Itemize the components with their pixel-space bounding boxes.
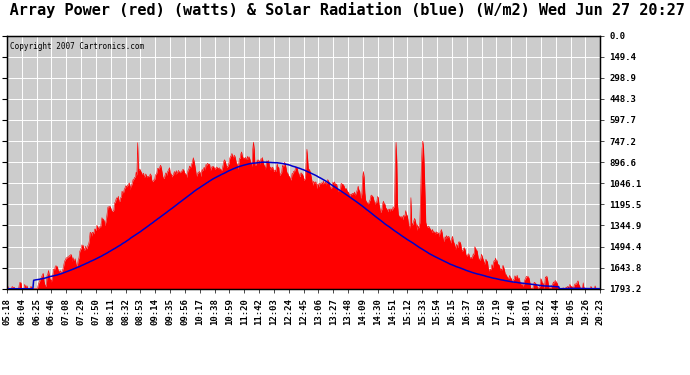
- Text: East Array Power (red) (watts) & Solar Radiation (blue) (W/m2) Wed Jun 27 20:27: East Array Power (red) (watts) & Solar R…: [0, 2, 684, 18]
- Text: Copyright 2007 Cartronics.com: Copyright 2007 Cartronics.com: [10, 42, 144, 51]
